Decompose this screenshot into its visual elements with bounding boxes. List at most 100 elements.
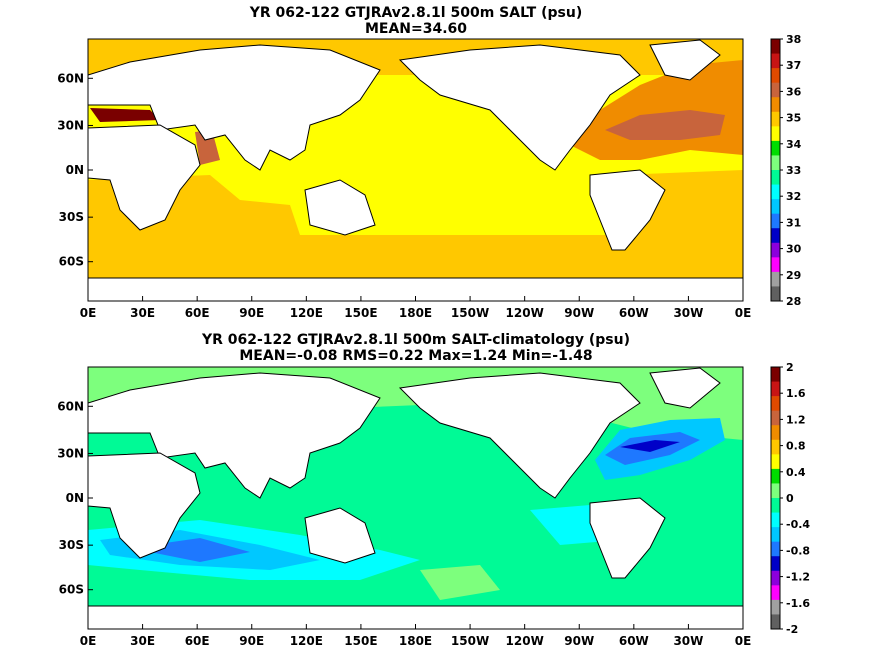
colorbar-swatch xyxy=(771,541,780,557)
colorbar-swatch xyxy=(771,439,780,455)
colorbar-label: -1.2 xyxy=(786,571,810,584)
ocean-north-atlantic-core xyxy=(605,110,725,140)
colorbar-label: 0.8 xyxy=(786,440,806,453)
colorbar-label: 37 xyxy=(786,59,801,72)
x-tick-label: 60W xyxy=(619,634,649,648)
colorbar-swatch xyxy=(771,410,780,426)
colorbar-bottom: 2 1.6 1.2 0.8 0.4 0 -0.4 -0.8 -1.2 -1.6 -2 xyxy=(770,361,810,636)
land-top xyxy=(88,39,743,301)
x-tick-label: 0E xyxy=(735,634,752,648)
colorbar-label: 36 xyxy=(786,85,802,98)
colorbar-swatch xyxy=(771,396,780,412)
colorbar-swatch xyxy=(771,53,780,69)
colorbar-swatch xyxy=(771,199,780,215)
y-tick-label: 60S xyxy=(59,255,84,269)
colorbar-swatch xyxy=(771,599,780,615)
colorbar-swatch xyxy=(771,381,780,397)
colorbar-swatch xyxy=(771,468,780,484)
ocean-arabian-sea xyxy=(195,130,220,165)
x-tick-label: 0E xyxy=(735,306,752,320)
colorbar-swatch xyxy=(771,286,780,302)
anomaly-pacific-patch xyxy=(420,565,500,600)
panel-top-title-line2: MEAN=34.60 xyxy=(365,21,467,37)
colorbar-label: -0.4 xyxy=(786,518,810,531)
y-tick-label: 30S xyxy=(59,210,84,224)
x-tick-label: 180E xyxy=(399,306,432,320)
colorbar-swatch xyxy=(771,483,780,499)
y-tick-label: 30N xyxy=(57,118,84,132)
x-tick-label: 60E xyxy=(185,634,210,648)
colorbar-swatch xyxy=(771,271,780,287)
colorbar-swatch xyxy=(771,614,780,630)
x-tick-label: 60W xyxy=(619,306,649,320)
colorbar-label: 38 xyxy=(786,33,801,46)
colorbar-swatch xyxy=(771,570,780,586)
y-tick-label: 60N xyxy=(57,399,84,413)
x-tick-label: 30W xyxy=(673,306,703,320)
ocean-mediterranean xyxy=(90,108,160,122)
x-tick-label: 0E xyxy=(80,634,97,648)
map-top-x-ticks: 0E 30E 60E 90E 120E 150E 180E 150W 120W 90W 60W 30W… xyxy=(80,296,752,320)
land-bottom xyxy=(88,367,743,629)
colorbar-swatch xyxy=(771,213,780,229)
colorbar-swatch xyxy=(771,556,780,572)
land-antarctica-bottom xyxy=(88,605,743,629)
land-north-america xyxy=(398,44,641,171)
map-top: 0E 30E 60E 90E 120E 150E 180E 150W 120W 90W 60W 30W… xyxy=(57,38,752,320)
x-tick-label: 90W xyxy=(564,634,594,648)
x-tick-label: 150E xyxy=(344,634,377,648)
x-tick-label: 120W xyxy=(506,306,544,320)
colorbar-label: -2 xyxy=(786,623,798,636)
x-tick-label: 120W xyxy=(506,634,544,648)
map-bottom-y-ticks: 60N 30N 0N 30S 60S xyxy=(57,399,93,597)
colorbar-swatch xyxy=(771,68,780,84)
colorbar-label: 30 xyxy=(786,243,802,256)
land-africa xyxy=(88,124,201,231)
colorbar-label: 0 xyxy=(786,492,794,505)
colorbar-swatch xyxy=(771,126,780,142)
panel-bottom-title-line1: YR 062-122 GTJRAv2.8.1l 500m SALT-climat… xyxy=(201,332,630,348)
colorbar-swatch xyxy=(771,585,780,601)
land-antarctica xyxy=(88,277,743,301)
x-tick-label: 90W xyxy=(564,306,594,320)
map-bottom: 0E 30E 60E 90E 120E 150E 180E 150W 120W 90W 60W 30W… xyxy=(57,366,752,648)
colorbar-label: 34 xyxy=(786,138,802,151)
land-greenland xyxy=(649,39,721,81)
x-tick-label: 120E xyxy=(290,306,323,320)
land-north-america-bottom xyxy=(398,372,641,499)
colorbar-swatch xyxy=(771,140,780,156)
y-tick-label: 0N xyxy=(66,491,84,505)
panel-top: YR 062-122 GTJRAv2.8.1l 500m SALT (psu) … xyxy=(57,5,801,320)
x-tick-label: 60E xyxy=(185,306,210,320)
x-tick-label: 180E xyxy=(399,634,432,648)
colorbar-swatch xyxy=(771,184,780,200)
colorbar-label: 1.2 xyxy=(786,413,806,426)
colorbar-swatch xyxy=(771,454,780,470)
land-africa-bottom xyxy=(88,452,201,559)
y-tick-label: 30S xyxy=(59,538,84,552)
land-greenland-bottom xyxy=(649,367,721,409)
colorbar-label: 0.4 xyxy=(786,466,806,479)
colorbar-label: -1.6 xyxy=(786,597,810,610)
x-tick-label: 150W xyxy=(451,634,489,648)
x-tick-label: 90E xyxy=(239,306,264,320)
colorbar-swatch xyxy=(771,425,780,441)
colorbar-swatch xyxy=(771,82,780,98)
colorbar-label: 33 xyxy=(786,164,801,177)
colorbar-swatch xyxy=(771,39,780,55)
x-tick-label: 150W xyxy=(451,306,489,320)
colorbar-label: 1.6 xyxy=(786,387,806,400)
colorbar-swatch xyxy=(771,155,780,171)
x-tick-label: 0E xyxy=(80,306,97,320)
panel-top-title-line1: YR 062-122 GTJRAv2.8.1l 500m SALT (psu) xyxy=(249,5,582,21)
map-bottom-x-ticks: 0E 30E 60E 90E 120E 150E 180E 150W 120W 90W 60W 30W… xyxy=(80,624,752,648)
x-tick-label: 90E xyxy=(239,634,264,648)
land-eurasia-bottom xyxy=(88,372,381,499)
colorbar-swatch xyxy=(771,527,780,543)
colorbar-swatch xyxy=(771,367,780,383)
colorbar-swatch xyxy=(771,228,780,244)
colorbar-swatch xyxy=(771,170,780,186)
colorbar-swatch xyxy=(771,97,780,113)
colorbar-swatch xyxy=(771,257,780,273)
